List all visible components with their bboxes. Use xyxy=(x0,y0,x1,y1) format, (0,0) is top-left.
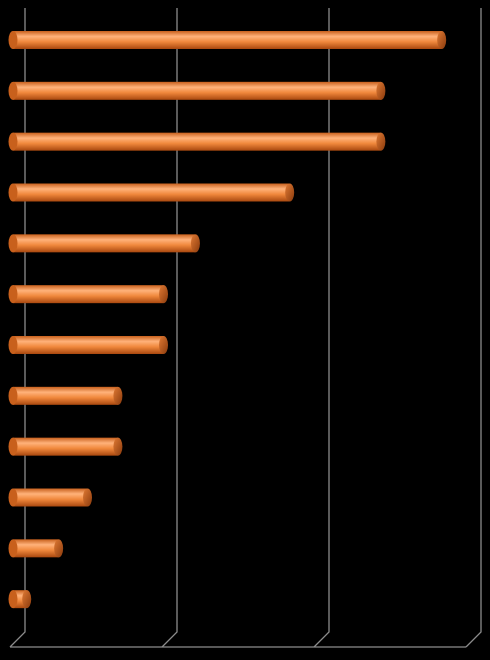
bar-cap xyxy=(285,183,295,202)
grid-line xyxy=(9,8,26,648)
bar-base xyxy=(8,539,18,558)
bar-cap xyxy=(190,234,200,253)
bar xyxy=(13,386,118,405)
bar-base xyxy=(8,132,18,151)
grid-line xyxy=(465,8,482,648)
bar-base xyxy=(8,488,18,507)
bar-cap xyxy=(113,386,123,405)
bar-base xyxy=(8,437,18,456)
bar-cap xyxy=(159,336,169,354)
bar-base xyxy=(8,285,18,304)
bar-base xyxy=(8,336,18,354)
grid-line xyxy=(161,8,178,648)
bar-base xyxy=(8,81,18,100)
bar-cap xyxy=(376,81,386,100)
bar-cap xyxy=(113,437,123,456)
bar xyxy=(13,285,164,304)
bar xyxy=(13,81,381,100)
grid-line xyxy=(313,8,330,648)
bar-cap xyxy=(54,539,64,558)
bar xyxy=(13,488,88,507)
bar xyxy=(13,336,164,354)
bar-base xyxy=(8,31,18,49)
bar-cap xyxy=(83,488,93,507)
bar-cap xyxy=(376,132,386,151)
bar xyxy=(13,183,290,202)
bar xyxy=(13,132,381,151)
bar xyxy=(13,437,118,456)
bar xyxy=(13,234,196,253)
bar-base xyxy=(8,183,18,202)
bar-base xyxy=(8,590,18,609)
bar-cap xyxy=(22,590,32,609)
bar-cap xyxy=(437,31,447,49)
bar-cap xyxy=(159,285,169,304)
bar-base xyxy=(8,234,18,253)
bar-base xyxy=(8,386,18,405)
bar xyxy=(13,31,442,49)
bar xyxy=(13,539,59,558)
